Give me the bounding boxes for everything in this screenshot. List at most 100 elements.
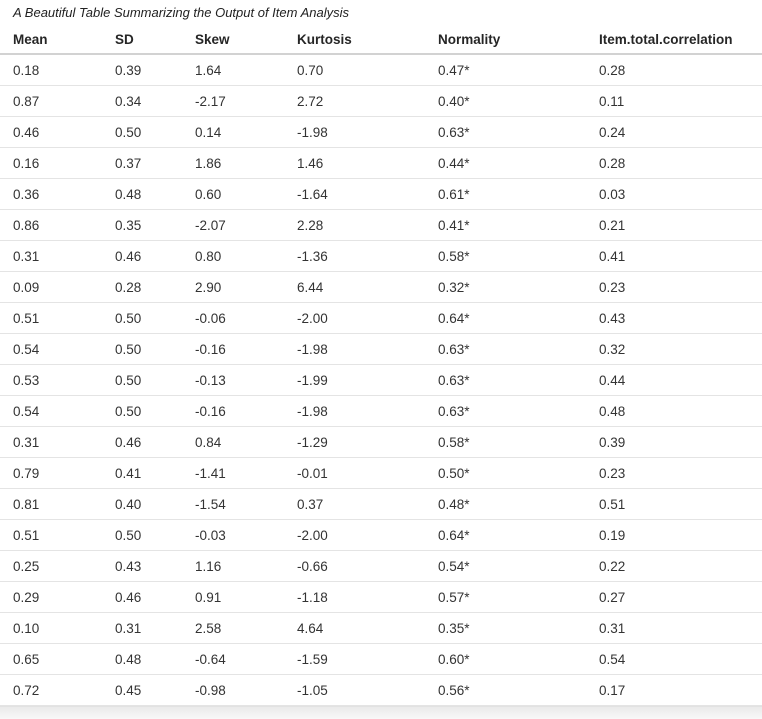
table-cell: 0.37 [115,147,195,179]
table-row: 0.31 0.46 0.80 -1.36 0.58* 0.41 [0,240,762,272]
table-cell: -0.66 [297,550,438,582]
table-cell: 0.09 [0,271,115,303]
table-cell: 0.28 [599,147,762,179]
table-cell: 0.50* [438,457,599,489]
table-cell: 0.31 [0,426,115,458]
table-cell: 0.46 [115,581,195,613]
table-cell: 0.51 [599,488,762,520]
bottom-edge-gradient [0,706,762,719]
table-cell: 0.63* [438,116,599,148]
table-cell: -1.98 [297,116,438,148]
table-cell: 0.39 [599,426,762,458]
table-row: 0.16 0.37 1.86 1.46 0.44* 0.28 [0,147,762,179]
table-cell: -1.41 [195,457,297,489]
table-cell: 0.51 [0,519,115,551]
table-cell: 0.50 [115,302,195,334]
table-cell: 0.39 [115,54,195,86]
table-cell: 0.44* [438,147,599,179]
table-cell: 6.44 [297,271,438,303]
table-cell: 2.72 [297,85,438,117]
table-cell: 0.54 [599,643,762,675]
table-cell: -1.98 [297,333,438,365]
table-cell: 0.87 [0,85,115,117]
table-cell: 0.61* [438,178,599,210]
table-cell: -1.18 [297,581,438,613]
table-cell: 0.28 [599,54,762,86]
table-row: 0.36 0.48 0.60 -1.64 0.61* 0.03 [0,178,762,210]
table-cell: 0.28 [115,271,195,303]
column-header-skew: Skew [195,30,297,55]
table-cell: 0.24 [599,116,762,148]
table-row: 0.31 0.46 0.84 -1.29 0.58* 0.39 [0,426,762,458]
table-cell: 0.50 [115,333,195,365]
table-cell: 0.45 [115,674,195,706]
table-row: 0.18 0.39 1.64 0.70 0.47* 0.28 [0,54,762,86]
table-row: 0.25 0.43 1.16 -0.66 0.54* 0.22 [0,550,762,582]
table-cell: -0.16 [195,333,297,365]
table-title: A Beautiful Table Summarizing the Output… [13,5,350,20]
table-row: 0.54 0.50 -0.16 -1.98 0.63* 0.32 [0,333,762,365]
table-row: 0.51 0.50 -0.06 -2.00 0.64* 0.43 [0,302,762,334]
table-row: 0.46 0.50 0.14 -1.98 0.63* 0.24 [0,116,762,148]
column-header-item-total-correlation: Item.total.correlation [599,30,762,55]
table-cell: 0.34 [115,85,195,117]
table-cell: 0.54 [0,395,115,427]
table-cell: 0.29 [0,581,115,613]
table-cell: 0.84 [195,426,297,458]
table-cell: -1.29 [297,426,438,458]
table-cell: 0.50 [115,395,195,427]
table-cell: 2.90 [195,271,297,303]
table-cell: 0.50 [115,116,195,148]
table-cell: -0.01 [297,457,438,489]
table-cell: -2.00 [297,519,438,551]
table-cell: 0.23 [599,457,762,489]
table-cell: 0.63* [438,364,599,396]
table-cell: 0.40 [115,488,195,520]
table-row: 0.81 0.40 -1.54 0.37 0.48* 0.51 [0,488,762,520]
table-row: 0.72 0.45 -0.98 -1.05 0.56* 0.17 [0,674,762,706]
table-cell: 0.63* [438,333,599,365]
table-row: 0.87 0.34 -2.17 2.72 0.40* 0.11 [0,85,762,117]
table-cell: 0.51 [0,302,115,334]
column-header-sd: SD [115,30,195,55]
table-cell: 0.31 [115,612,195,644]
table-cell: 0.41 [115,457,195,489]
table-cell: 2.58 [195,612,297,644]
table-row: 0.51 0.50 -0.03 -2.00 0.64* 0.19 [0,519,762,551]
table-cell: 0.53 [0,364,115,396]
table-cell: 0.35 [115,209,195,241]
table-row: 0.79 0.41 -1.41 -0.01 0.50* 0.23 [0,457,762,489]
table-cell: 0.19 [599,519,762,551]
table-cell: 0.47* [438,54,599,86]
item-analysis-table: Mean SD Skew Kurtosis Normality Item.total.co… [0,30,762,706]
table-cell: 0.31 [599,612,762,644]
table-cell: 0.36 [0,178,115,210]
table-cell: 0.46 [0,116,115,148]
table-cell: 0.80 [195,240,297,272]
table-cell: -2.07 [195,209,297,241]
table-cell: 0.72 [0,674,115,706]
column-header-kurtosis: Kurtosis [297,30,438,55]
table-cell: 1.16 [195,550,297,582]
table-cell: 0.54* [438,550,599,582]
table-cell: 0.32 [599,333,762,365]
table-cell: 0.21 [599,209,762,241]
table-cell: 0.64* [438,519,599,551]
table-cell: 0.81 [0,488,115,520]
table-cell: 0.11 [599,85,762,117]
table-cell: 1.46 [297,147,438,179]
table-cell: 0.46 [115,426,195,458]
table-row: 0.53 0.50 -0.13 -1.99 0.63* 0.44 [0,364,762,396]
table-cell: -1.36 [297,240,438,272]
table-cell: -0.64 [195,643,297,675]
table-cell: 0.50 [115,364,195,396]
table-row: 0.54 0.50 -0.16 -1.98 0.63* 0.48 [0,395,762,427]
header-row: Mean SD Skew Kurtosis Normality Item.total.co… [0,30,762,55]
table-cell: 0.44 [599,364,762,396]
table-cell: -1.54 [195,488,297,520]
table-cell: 0.50 [115,519,195,551]
table-cell: 0.37 [297,488,438,520]
table-cell: 0.27 [599,581,762,613]
table-cell: 0.56* [438,674,599,706]
